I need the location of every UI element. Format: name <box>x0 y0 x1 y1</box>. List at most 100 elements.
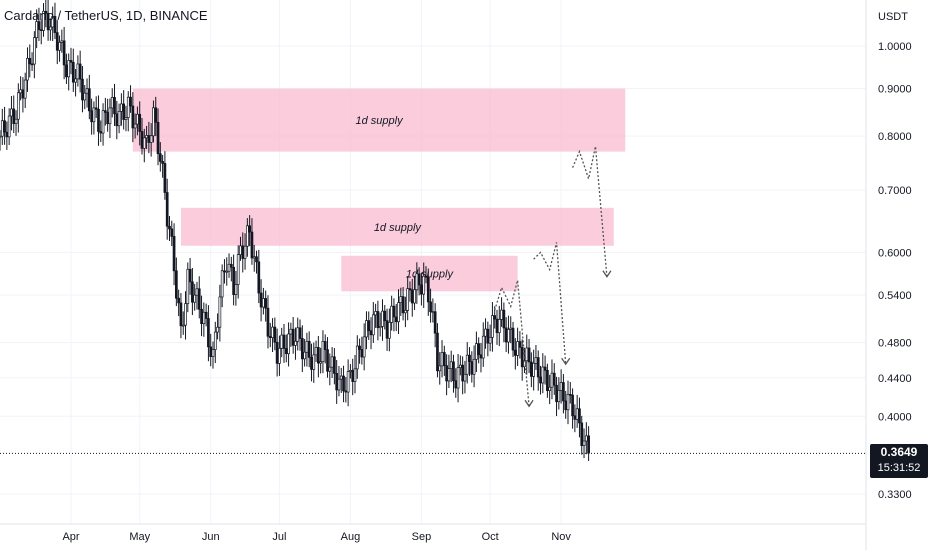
x-tick-label: Nov <box>551 531 571 543</box>
candle-body <box>209 346 213 357</box>
candle-body <box>470 361 474 375</box>
candle-body <box>250 231 254 259</box>
candle-body <box>541 366 545 384</box>
candle-body <box>575 408 579 420</box>
candle-body <box>78 63 82 80</box>
candle-body <box>218 296 222 328</box>
candle-body <box>546 369 549 391</box>
candle-body <box>355 345 359 370</box>
projection-path[interactable] <box>533 242 567 365</box>
candle-body <box>74 78 77 83</box>
candle-body <box>584 435 588 442</box>
supply-zone-label: 1d supply <box>374 222 423 234</box>
candle-body <box>30 63 34 66</box>
candle-body <box>44 10 48 14</box>
candle-body <box>278 347 281 364</box>
candle-body <box>246 225 249 247</box>
candle-body <box>252 256 256 259</box>
candle-body <box>454 380 458 389</box>
candle-body <box>291 328 295 346</box>
chart-title: Cardano / TetherUS, 1D, BINANCE <box>4 8 208 23</box>
candle-body <box>342 375 345 392</box>
candle-body <box>46 12 50 31</box>
x-tick-label: Oct <box>482 531 499 543</box>
x-tick-label: Jul <box>272 531 286 543</box>
candle-body <box>92 107 96 123</box>
candle-body <box>557 390 561 403</box>
candle-body <box>555 384 558 403</box>
candle-body <box>410 289 414 304</box>
candle-body <box>243 245 247 259</box>
candle-body <box>300 338 304 360</box>
candle-body <box>422 275 426 295</box>
y-tick-label: 1.0000 <box>878 41 912 53</box>
candle-body <box>156 121 160 155</box>
candle-body <box>349 370 352 372</box>
candle-body <box>376 311 380 329</box>
candle-body <box>181 324 185 327</box>
candle-body <box>282 334 286 349</box>
candle-body <box>248 225 251 233</box>
last-price-value: 0.3649 <box>880 445 918 459</box>
candle-body <box>229 263 233 268</box>
candle-body <box>353 368 357 382</box>
candle-body <box>99 131 103 134</box>
candle-body <box>289 328 293 335</box>
candle-body <box>239 245 242 255</box>
candle-body <box>447 368 451 382</box>
y-tick-label: 0.3300 <box>878 489 912 501</box>
candle-body <box>65 64 68 78</box>
candle-body <box>566 393 570 411</box>
candle-body <box>486 328 490 344</box>
candle-body <box>197 288 201 310</box>
x-tick-label: May <box>129 531 150 543</box>
candle-body <box>408 288 412 291</box>
candle-body <box>527 347 531 363</box>
candle-body <box>392 305 396 318</box>
candle-body <box>520 346 524 368</box>
last-price-tag: 0.3649 15:31:52 <box>870 444 928 478</box>
candle-body <box>101 110 105 134</box>
candle-body <box>5 131 9 138</box>
candle-body <box>62 40 66 66</box>
candle-body <box>465 354 469 375</box>
candle-body <box>49 26 52 31</box>
candle-body <box>399 296 403 303</box>
candle-body <box>571 394 574 417</box>
candle-body <box>76 63 80 80</box>
projection-path[interactable] <box>494 280 530 407</box>
candle-body <box>149 135 153 143</box>
candle-body <box>124 117 128 120</box>
candle-body <box>33 37 36 65</box>
candle-body <box>449 361 453 369</box>
candle-body <box>539 376 542 384</box>
candle-body <box>468 354 471 362</box>
candle-body <box>488 336 492 344</box>
candle-body <box>472 358 476 375</box>
y-tick-label: 0.7000 <box>878 185 912 197</box>
candle-body <box>126 96 130 118</box>
candle-body <box>207 318 210 348</box>
candle-body <box>104 110 107 113</box>
candle-body <box>170 228 174 237</box>
candle-body <box>220 270 224 298</box>
candle-body <box>266 307 270 337</box>
candle-body <box>175 270 178 299</box>
candle-body <box>461 364 464 382</box>
candle-body <box>42 10 45 31</box>
candle-body <box>333 356 336 374</box>
supply-zone[interactable] <box>132 88 626 152</box>
candle-body <box>296 327 300 342</box>
candle-body <box>106 112 109 125</box>
candle-body <box>280 334 284 349</box>
candle-body <box>223 270 226 273</box>
candle-body <box>310 357 313 370</box>
candle-body <box>204 311 208 319</box>
candle-body <box>28 57 32 65</box>
candle-body <box>140 131 144 149</box>
candle-body <box>420 284 423 295</box>
candle-body <box>543 366 547 371</box>
supply-zone-label: 1d supply <box>406 269 455 281</box>
candle-body <box>136 113 139 125</box>
